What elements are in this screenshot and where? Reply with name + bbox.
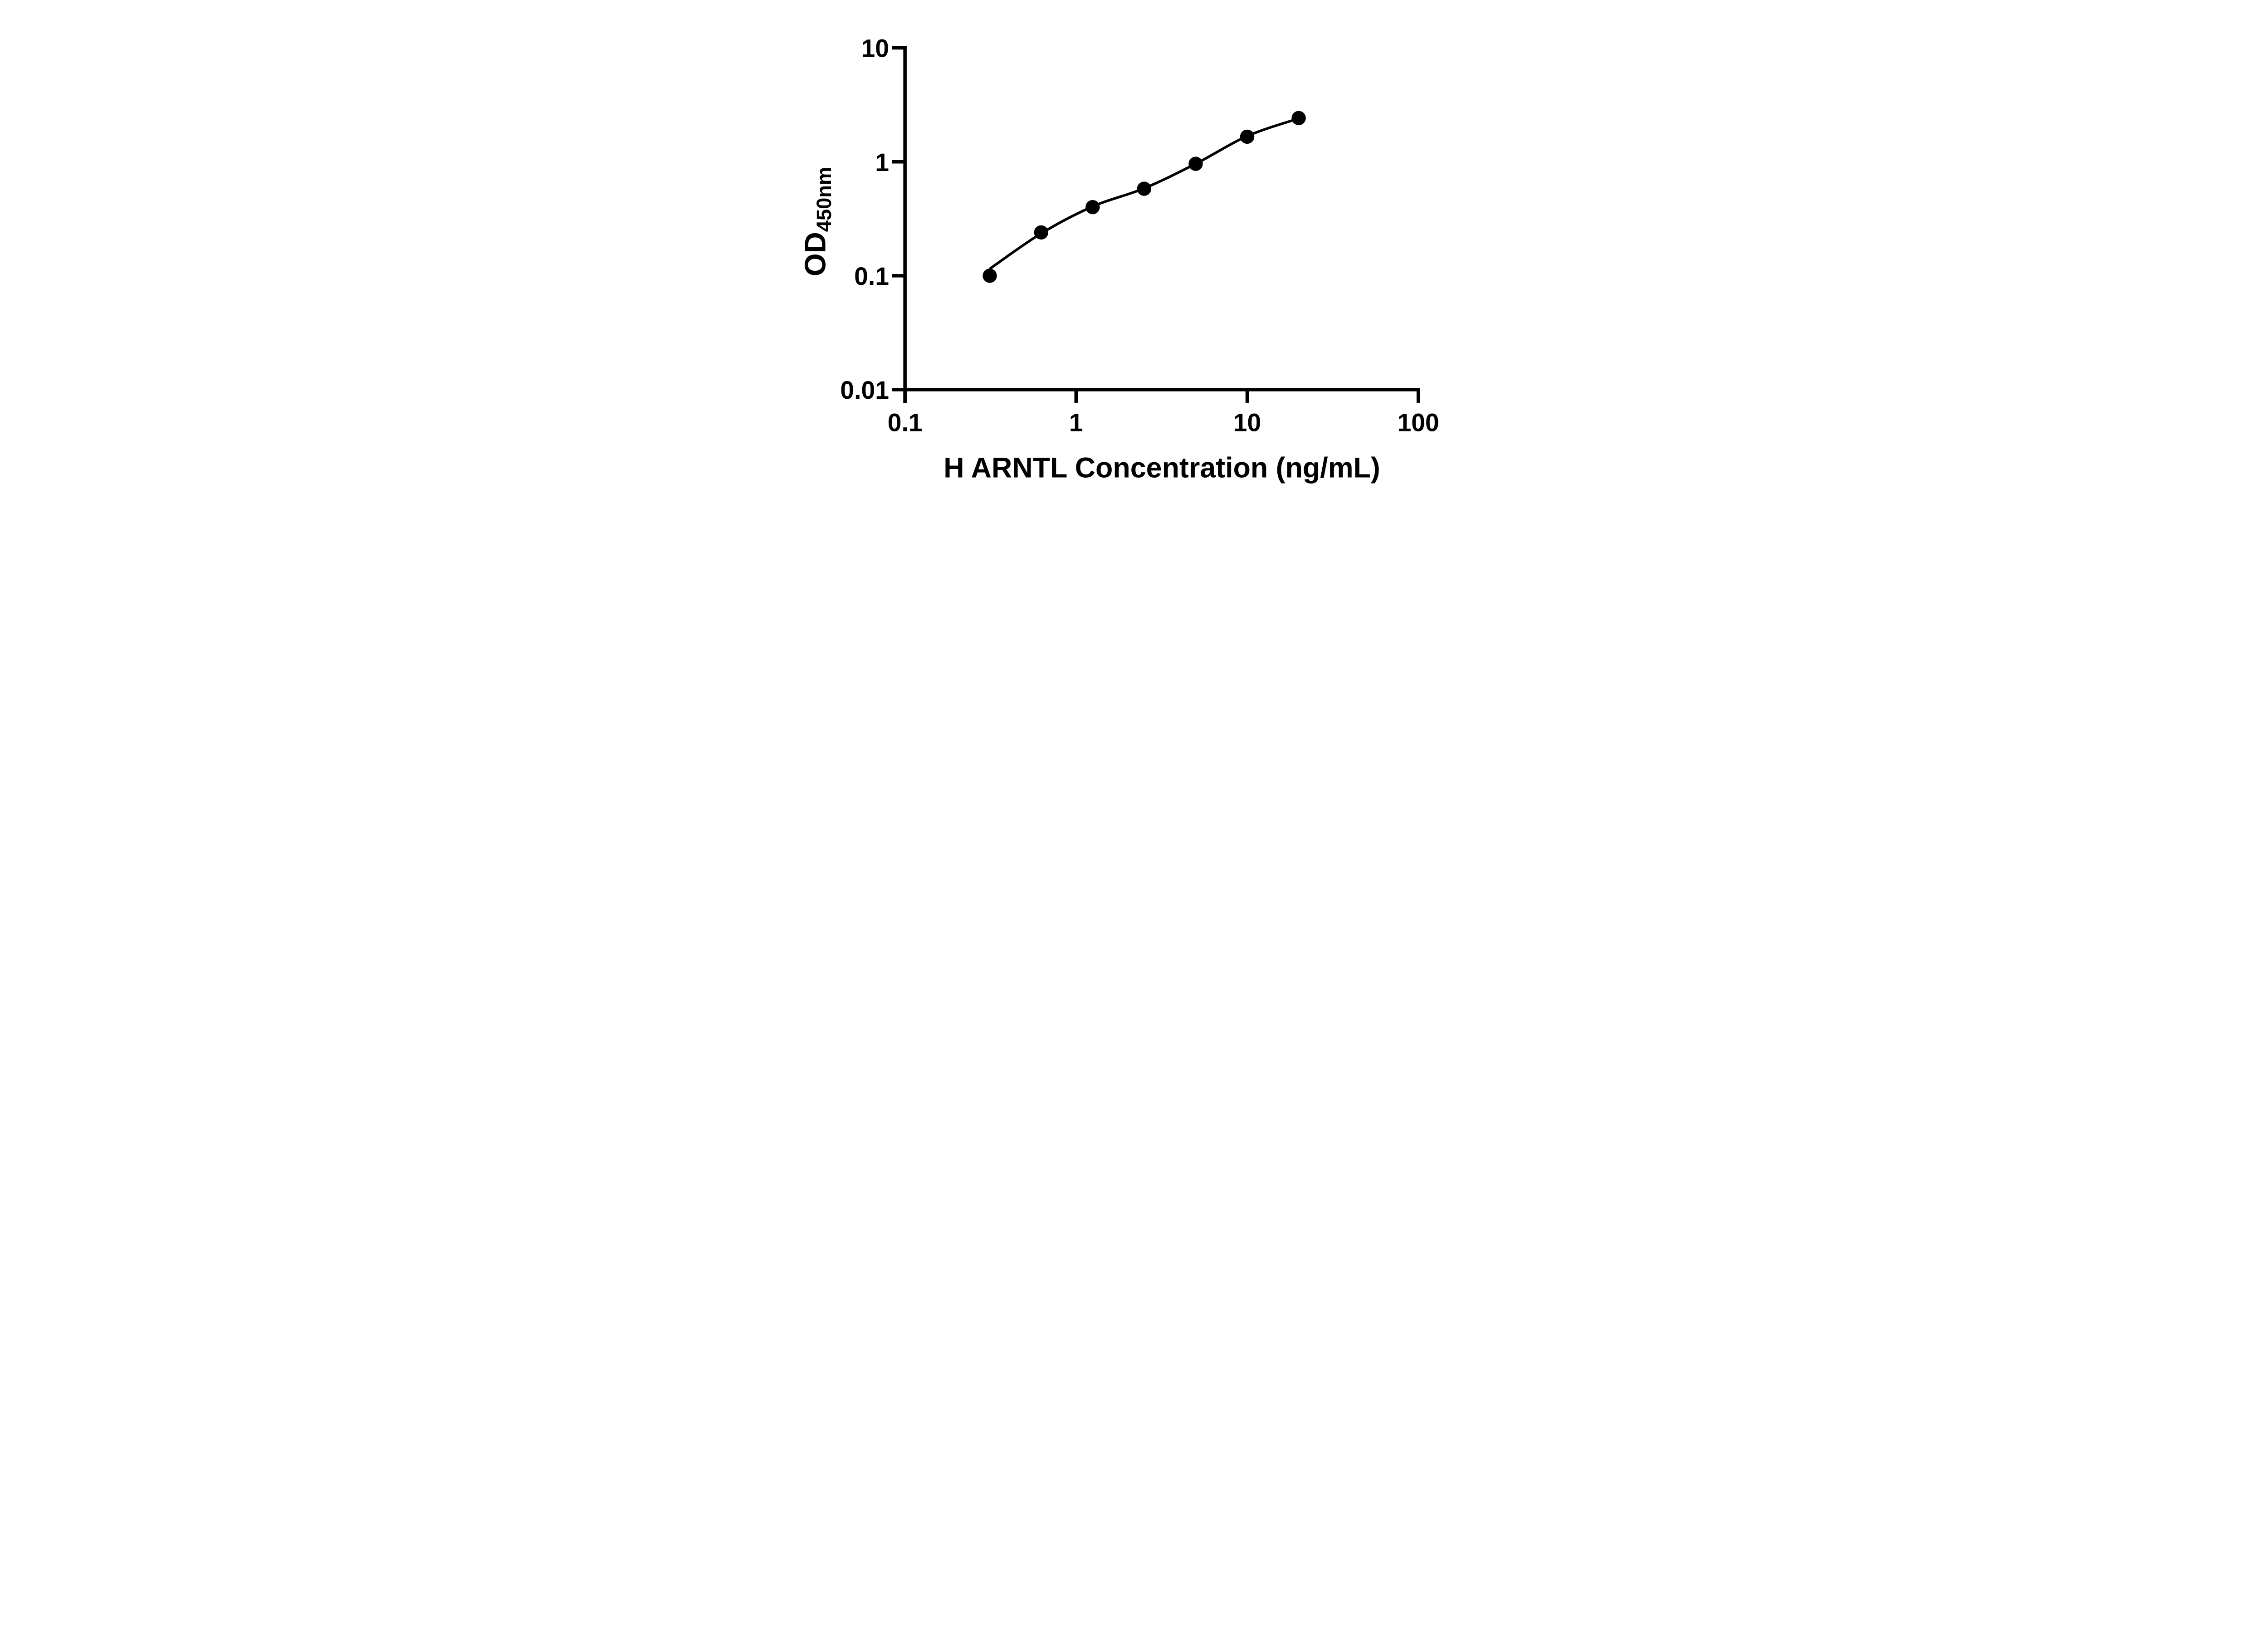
y-tick-label: 0.01 bbox=[840, 376, 889, 404]
tick-label-layer: 10 1 0.1 0.01 0.1 1 10 100 bbox=[840, 34, 1439, 437]
data-point-marker bbox=[1034, 225, 1048, 240]
data-point-marker bbox=[1291, 111, 1306, 125]
x-tick-label: 100 bbox=[1398, 409, 1439, 437]
x-tick-label: 10 bbox=[1233, 409, 1261, 437]
y-axis-title: OD450nm bbox=[798, 167, 836, 276]
x-tick-label: 0.1 bbox=[888, 409, 923, 437]
y-tick-label: 10 bbox=[861, 34, 889, 63]
tick-layer bbox=[892, 46, 1420, 403]
data-point-marker bbox=[1137, 181, 1152, 196]
data-point-layer bbox=[982, 111, 1306, 283]
y-axis-title-main: OD bbox=[798, 232, 831, 276]
chart-canvas: 10 1 0.1 0.01 0.1 1 10 100 H ARNTL Concentratio… bbox=[771, 0, 1497, 513]
x-tick-label: 1 bbox=[1069, 409, 1083, 437]
data-point-marker bbox=[1085, 200, 1100, 215]
y-tick-label: 1 bbox=[875, 148, 889, 176]
data-point-marker bbox=[982, 269, 997, 283]
elisa-standard-curve-figure: 10 1 0.1 0.01 0.1 1 10 100 H ARNTL Concentratio… bbox=[771, 0, 1497, 513]
data-point-marker bbox=[1188, 156, 1203, 171]
axes bbox=[903, 46, 1420, 403]
x-axis-title: H ARNTL Concentration (ng/mL) bbox=[943, 452, 1380, 484]
y-tick-label: 0.1 bbox=[854, 262, 889, 290]
y-axis-title-subscript: 450nm bbox=[812, 167, 836, 232]
data-point-marker bbox=[1240, 129, 1255, 144]
